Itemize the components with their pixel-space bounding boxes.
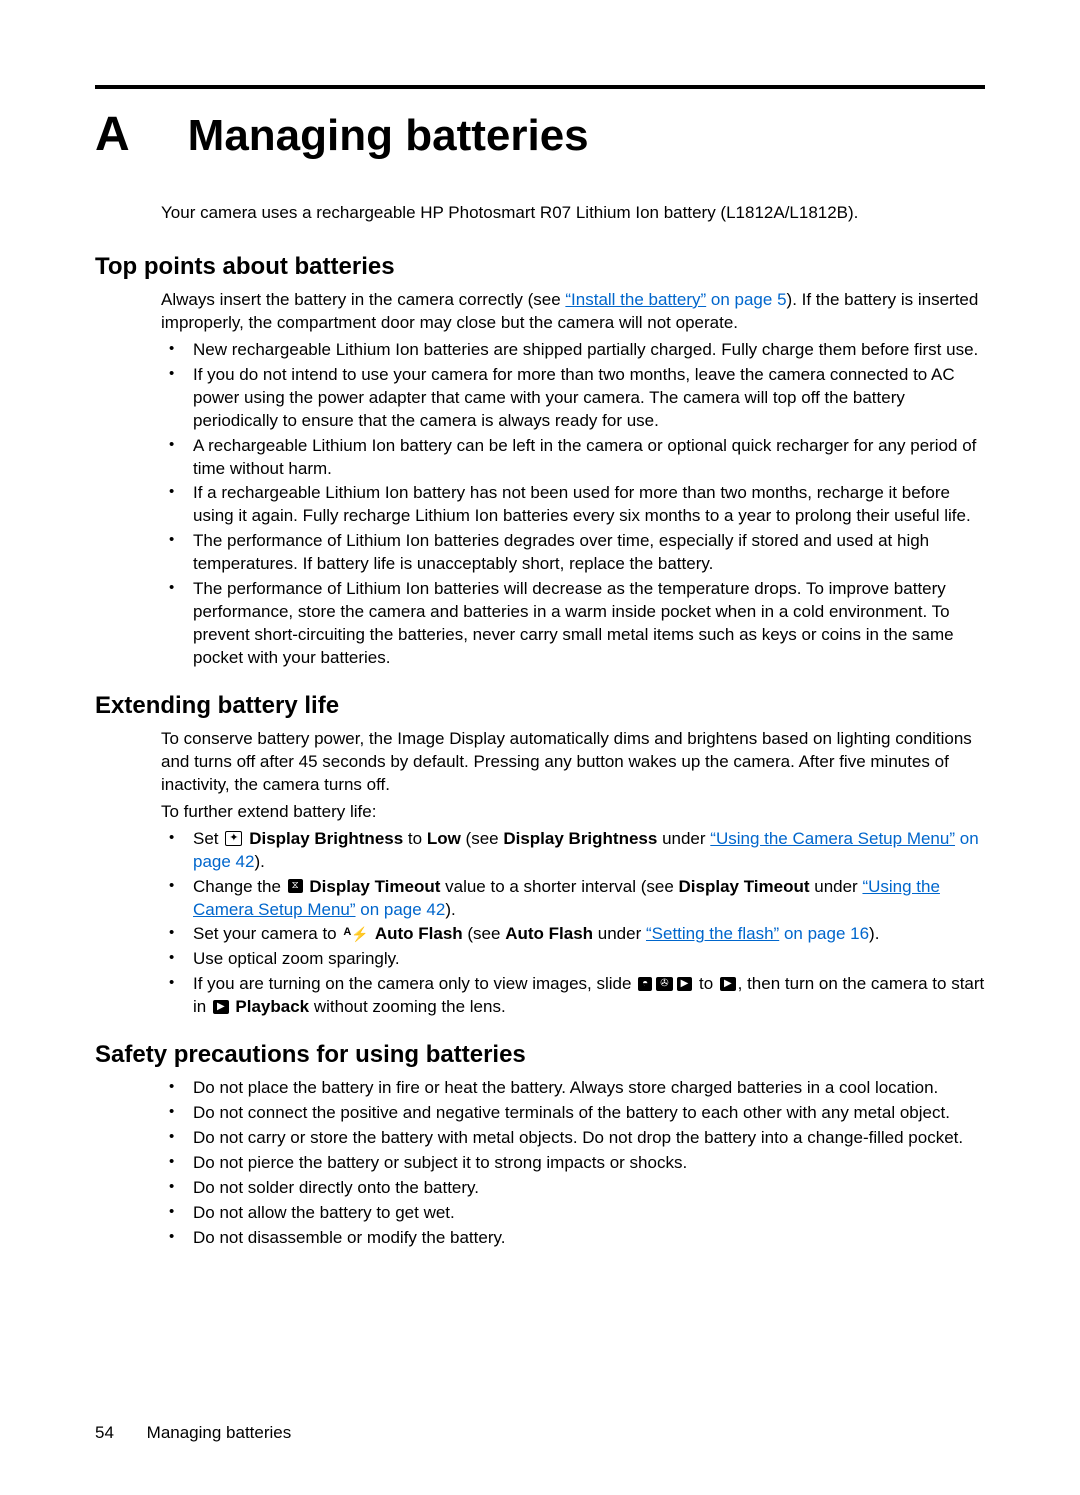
link-install-battery[interactable]: “Install the battery”	[565, 290, 706, 309]
safety-list: Do not place the battery in fire or heat…	[161, 1077, 985, 1250]
list-item: Use optical zoom sparingly.	[161, 948, 985, 971]
list-item: A rechargeable Lithium Ion battery can b…	[161, 435, 985, 481]
t: ).	[254, 852, 264, 871]
play-small-icon: ▶	[677, 977, 693, 991]
section-extending: Extending battery life To conserve batte…	[95, 692, 985, 1019]
list-item: Set ✦ Display Brightness to Low (see Dis…	[161, 828, 985, 874]
play-icon: ▶	[720, 977, 736, 991]
list-item: New rechargeable Lithium Ion batteries a…	[161, 339, 985, 362]
autoflash-icon: ⚡	[343, 925, 368, 944]
t: ).	[445, 900, 455, 919]
t: on page 42	[356, 900, 446, 919]
t: Display Timeout	[679, 877, 810, 896]
lead-page: on page 5	[706, 290, 786, 309]
list-item: Do not solder directly onto the battery.	[161, 1177, 985, 1200]
t: Display Brightness	[503, 829, 657, 848]
t: under	[657, 829, 710, 848]
intro-paragraph: Your camera uses a rechargeable HP Photo…	[161, 202, 985, 225]
t: Set your camera to	[193, 924, 341, 943]
list-item: If you are turning on the camera only to…	[161, 973, 985, 1019]
page-footer: 54 Managing batteries	[95, 1423, 291, 1443]
t: under	[810, 877, 863, 896]
lead-pre: Always insert the battery in the camera …	[161, 290, 565, 309]
appendix-title: A Managing batteries	[95, 107, 985, 162]
list-item: Do not place the battery in fire or heat…	[161, 1077, 985, 1100]
t: without zooming the lens.	[309, 997, 506, 1016]
section-top-points: Top points about batteries Always insert…	[95, 253, 985, 670]
extending-lead2: To further extend battery life:	[161, 801, 985, 824]
heading-top-points: Top points about batteries	[95, 253, 985, 281]
top-points-list: New rechargeable Lithium Ion batteries a…	[161, 339, 985, 670]
camera-icon: ◓	[638, 977, 652, 991]
link-camera-setup-1[interactable]: “Using the Camera Setup Menu”	[710, 829, 955, 848]
list-item: Set your camera to ⚡ Auto Flash (see Aut…	[161, 923, 985, 946]
t: Change the	[193, 877, 286, 896]
t: Low	[427, 829, 461, 848]
t: Auto Flash	[505, 924, 593, 943]
list-item: Do not disassemble or modify the battery…	[161, 1227, 985, 1250]
list-item: The performance of Lithium Ion batteries…	[161, 530, 985, 576]
t: Display Brightness	[244, 829, 403, 848]
footer-page-number: 54	[95, 1423, 114, 1442]
t: Auto Flash	[371, 924, 463, 943]
top-rule	[95, 85, 985, 89]
list-item: The performance of Lithium Ion batteries…	[161, 578, 985, 670]
heading-extending: Extending battery life	[95, 692, 985, 720]
appendix-letter: A	[95, 107, 130, 162]
list-item: If you do not intend to use your camera …	[161, 364, 985, 433]
t: If you are turning on the camera only to…	[193, 974, 636, 993]
appendix-title-text: Managing batteries	[188, 111, 589, 161]
section-safety: Safety precautions for using batteries D…	[95, 1041, 985, 1250]
list-item: Do not pierce the battery or subject it …	[161, 1152, 985, 1175]
extending-lead1: To conserve battery power, the Image Dis…	[161, 728, 985, 797]
t: under	[593, 924, 646, 943]
top-points-lead: Always insert the battery in the camera …	[161, 289, 985, 335]
t: Display Timeout	[305, 877, 441, 896]
list-item: Do not carry or store the battery with m…	[161, 1127, 985, 1150]
t: ).	[869, 924, 879, 943]
video-icon: ✇	[656, 977, 672, 991]
t: to	[694, 974, 718, 993]
list-item: Do not connect the positive and negative…	[161, 1102, 985, 1125]
t: to	[403, 829, 427, 848]
playback-icon: ▶	[213, 1000, 229, 1014]
t: Set	[193, 829, 223, 848]
t: (see	[463, 924, 506, 943]
footer-title: Managing batteries	[147, 1423, 292, 1442]
link-setting-flash[interactable]: “Setting the flash”	[646, 924, 779, 943]
t: Playback	[231, 997, 309, 1016]
t: on page 16	[779, 924, 869, 943]
timeout-icon: ⧖	[288, 879, 303, 893]
t: (see	[461, 829, 504, 848]
list-item: Do not allow the battery to get wet.	[161, 1202, 985, 1225]
list-item: Change the ⧖ Display Timeout value to a …	[161, 876, 985, 922]
brightness-icon: ✦	[225, 831, 242, 846]
list-item: If a rechargeable Lithium Ion battery ha…	[161, 482, 985, 528]
extending-list: Set ✦ Display Brightness to Low (see Dis…	[161, 828, 985, 1020]
heading-safety: Safety precautions for using batteries	[95, 1041, 985, 1069]
t: value to a shorter interval (see	[440, 877, 678, 896]
